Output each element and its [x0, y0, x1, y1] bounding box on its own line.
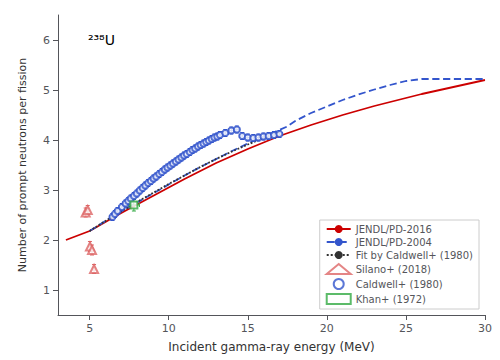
svg-text:5: 5: [43, 84, 50, 97]
svg-text:Caldwell+ (1980): Caldwell+ (1980): [356, 279, 443, 290]
svg-text:²³⁸U: ²³⁸U: [88, 32, 115, 48]
svg-text:20: 20: [320, 322, 334, 335]
svg-text:JENDL/PD-2016: JENDL/PD-2016: [355, 224, 432, 235]
svg-text:JENDL/PD-2004: JENDL/PD-2004: [355, 237, 432, 248]
svg-text:Silano+ (2018): Silano+ (2018): [356, 264, 431, 275]
svg-text:Fit by Caldwell+ (1980): Fit by Caldwell+ (1980): [356, 250, 473, 261]
svg-text:5: 5: [86, 322, 93, 335]
svg-text:1: 1: [43, 284, 50, 297]
svg-text:30: 30: [478, 322, 492, 335]
svg-text:6: 6: [43, 34, 50, 47]
svg-text:4: 4: [43, 134, 50, 147]
svg-text:Incident gamma-ray energy (MeV: Incident gamma-ray energy (MeV): [168, 340, 374, 354]
svg-text:15: 15: [241, 322, 255, 335]
svg-text:2: 2: [43, 234, 50, 247]
svg-text:Number of prompt neutrons per: Number of prompt neutrons per fission: [16, 58, 29, 272]
svg-text:Khan+ (1972): Khan+ (1972): [356, 294, 426, 305]
svg-text:3: 3: [43, 184, 50, 197]
svg-text:25: 25: [399, 322, 413, 335]
svg-text:10: 10: [162, 322, 176, 335]
